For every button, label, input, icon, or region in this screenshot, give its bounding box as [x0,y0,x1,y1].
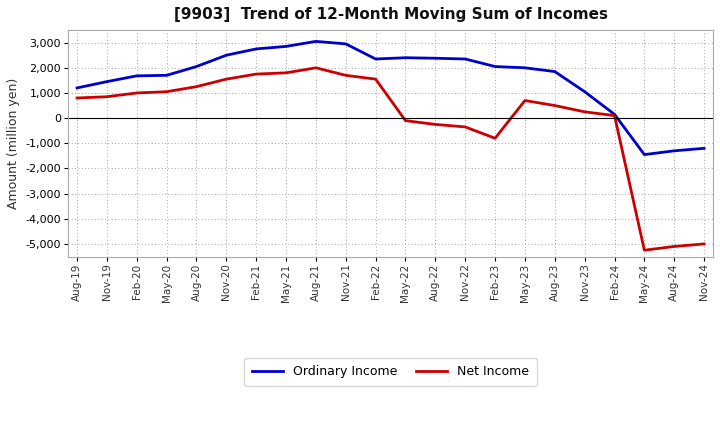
Net Income [461,124,469,129]
Ordinary Income [610,112,618,117]
Ordinary Income [461,56,469,62]
Net Income [521,98,529,103]
Ordinary Income [222,52,230,58]
Ordinary Income [491,64,500,69]
Net Income [640,248,649,253]
Net Income [192,84,201,89]
Net Income [102,94,111,99]
Net Income [222,77,230,82]
Ordinary Income [401,55,410,60]
Net Income [252,71,261,77]
Net Income [73,95,81,101]
Ordinary Income [132,73,141,78]
Net Income [312,65,320,70]
Ordinary Income [580,89,589,94]
Net Income [341,73,350,78]
Ordinary Income [312,39,320,44]
Line: Ordinary Income: Ordinary Income [77,41,704,154]
Net Income [491,136,500,141]
Ordinary Income [431,55,440,61]
Ordinary Income [282,44,290,49]
Net Income [700,241,708,246]
Ordinary Income [73,85,81,91]
Ordinary Income [341,41,350,47]
Ordinary Income [192,64,201,69]
Title: [9903]  Trend of 12-Month Moving Sum of Incomes: [9903] Trend of 12-Month Moving Sum of I… [174,7,608,22]
Net Income [372,77,380,82]
Net Income [431,122,440,127]
Net Income [610,113,618,118]
Ordinary Income [670,148,678,154]
Line: Net Income: Net Income [77,68,704,250]
Ordinary Income [700,146,708,151]
Net Income [580,109,589,114]
Net Income [282,70,290,76]
Y-axis label: Amount (million yen): Amount (million yen) [7,77,20,209]
Net Income [670,244,678,249]
Ordinary Income [102,79,111,84]
Net Income [551,103,559,108]
Net Income [401,118,410,123]
Legend: Ordinary Income, Net Income: Ordinary Income, Net Income [244,358,537,386]
Net Income [162,89,171,94]
Ordinary Income [252,46,261,51]
Net Income [132,90,141,95]
Ordinary Income [551,69,559,74]
Ordinary Income [521,65,529,70]
Ordinary Income [640,152,649,157]
Ordinary Income [162,73,171,78]
Ordinary Income [372,56,380,62]
